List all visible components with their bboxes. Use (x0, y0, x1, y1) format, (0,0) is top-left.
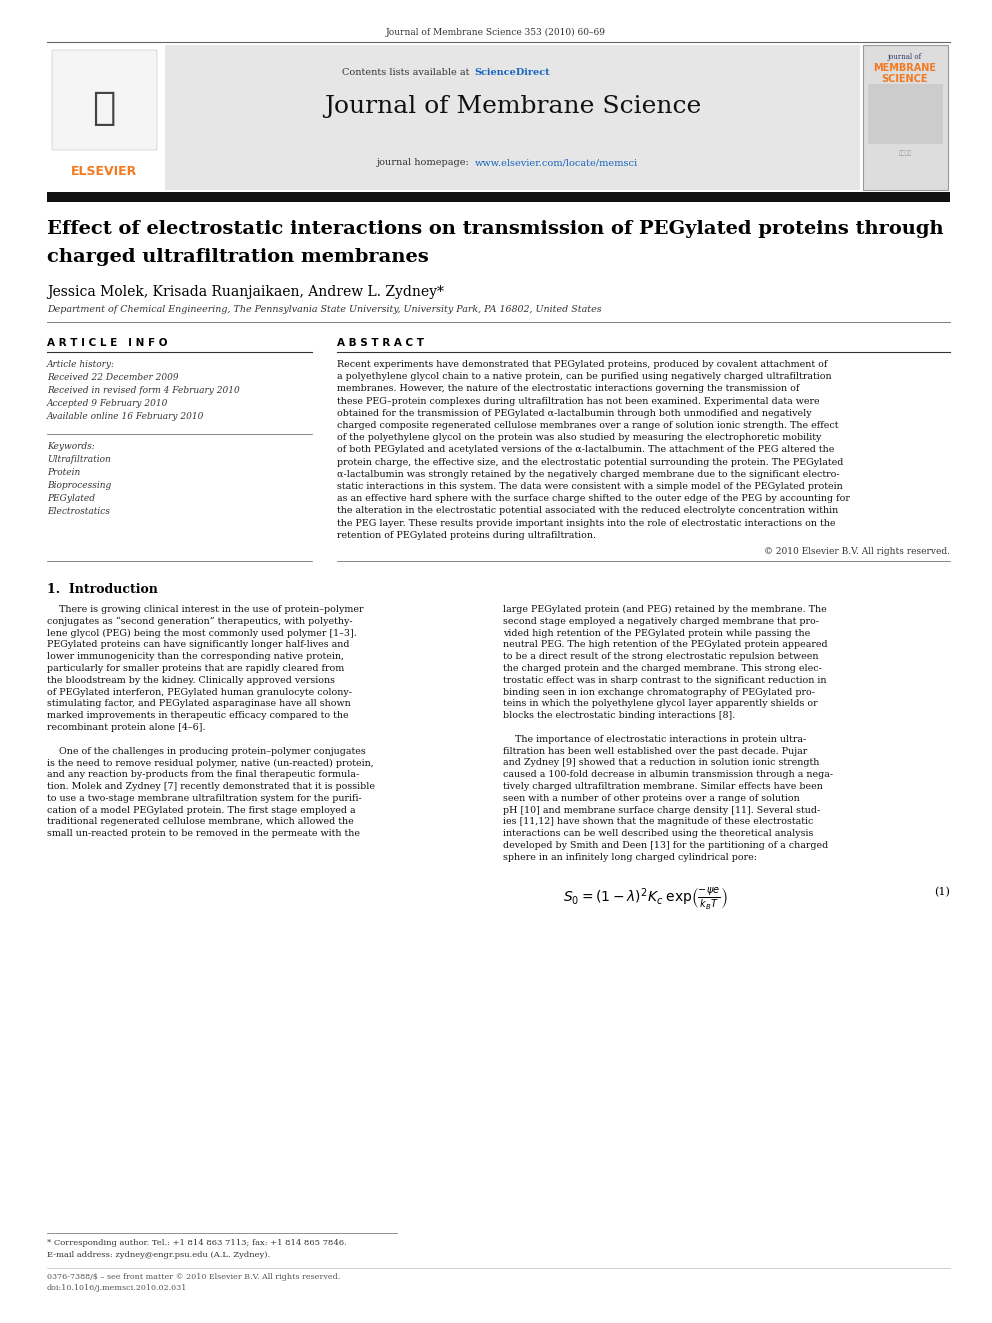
Text: A R T I C L E   I N F O: A R T I C L E I N F O (47, 337, 168, 348)
Text: developed by Smith and Deen [13] for the partitioning of a charged: developed by Smith and Deen [13] for the… (503, 841, 828, 849)
Text: small un-reacted protein to be removed in the permeate with the: small un-reacted protein to be removed i… (47, 830, 360, 839)
Text: E-mail address: zydney@engr.psu.edu (A.L. Zydney).: E-mail address: zydney@engr.psu.edu (A.L… (47, 1252, 270, 1259)
Text: Journal of Membrane Science 353 (2010) 60–69: Journal of Membrane Science 353 (2010) 6… (386, 28, 606, 37)
Text: Contents lists available at: Contents lists available at (342, 67, 472, 77)
Text: these PEG–protein complexes during ultrafiltration has not been examined. Experi: these PEG–protein complexes during ultra… (337, 397, 819, 406)
Text: Available online 16 February 2010: Available online 16 February 2010 (47, 411, 204, 421)
Text: blocks the electrostatic binding interactions [8].: blocks the electrostatic binding interac… (503, 712, 735, 720)
Text: teins in which the polyethylene glycol layer apparently shields or: teins in which the polyethylene glycol l… (503, 700, 817, 708)
Text: $S_0 = (1-\lambda)^2 K_c \; \exp\!\left(\frac{-\psi e}{k_B T}\right)$: $S_0 = (1-\lambda)^2 K_c \; \exp\!\left(… (563, 885, 728, 910)
Text: 1.  Introduction: 1. Introduction (47, 583, 158, 595)
Text: 🌳: 🌳 (92, 90, 116, 127)
Text: Effect of electrostatic interactions on transmission of PEGylated proteins throu: Effect of electrostatic interactions on … (47, 220, 943, 238)
Text: and Zydney [9] showed that a reduction in solution ionic strength: and Zydney [9] showed that a reduction i… (503, 758, 819, 767)
Text: 0376-7388/$ – see front matter © 2010 Elsevier B.V. All rights reserved.: 0376-7388/$ – see front matter © 2010 El… (47, 1273, 340, 1281)
Bar (868, 83, 943, 144)
Text: the bloodstream by the kidney. Clinically approved versions: the bloodstream by the kidney. Clinicall… (47, 676, 335, 685)
Text: Received 22 December 2009: Received 22 December 2009 (47, 373, 179, 382)
Text: is the need to remove residual polymer, native (un-reacted) protein,: is the need to remove residual polymer, … (47, 758, 374, 767)
Text: ScienceDirect: ScienceDirect (474, 67, 551, 77)
Text: of PEGylated interferon, PEGylated human granulocyte colony-: of PEGylated interferon, PEGylated human… (47, 688, 352, 697)
Text: the charged protein and the charged membrane. This strong elec-: the charged protein and the charged memb… (503, 664, 822, 673)
Text: A B S T R A C T: A B S T R A C T (337, 337, 424, 348)
Text: tion. Molek and Zydney [7] recently demonstrated that it is possible: tion. Molek and Zydney [7] recently demo… (47, 782, 375, 791)
Text: Journal of Membrane Science: Journal of Membrane Science (323, 95, 701, 118)
Text: large PEGylated protein (and PEG) retained by the membrane. The: large PEGylated protein (and PEG) retain… (503, 605, 826, 614)
Text: recombinant protein alone [4–6].: recombinant protein alone [4–6]. (47, 722, 205, 732)
Text: particularly for smaller proteins that are rapidly cleared from: particularly for smaller proteins that a… (47, 664, 344, 673)
Text: filtration has been well established over the past decade. Pujar: filtration has been well established ove… (503, 746, 807, 755)
Text: (1): (1) (934, 886, 950, 897)
Text: journal homepage:: journal homepage: (377, 157, 472, 167)
Text: and any reaction by-products from the final therapeutic formula-: and any reaction by-products from the fi… (47, 770, 359, 779)
Text: protein charge, the effective size, and the electrostatic potential surrounding : protein charge, the effective size, and … (337, 458, 843, 467)
Text: Article history:: Article history: (47, 360, 115, 369)
Text: www.elsevier.com/locate/memsci: www.elsevier.com/locate/memsci (474, 157, 638, 167)
Bar (47, 45, 162, 191)
Text: Received in revised form 4 February 2010: Received in revised form 4 February 2010 (47, 386, 240, 396)
Bar (52, 50, 157, 149)
Bar (165, 45, 860, 191)
Text: stimulating factor, and PEGylated asparaginase have all shown: stimulating factor, and PEGylated aspara… (47, 700, 351, 708)
Text: Bioprocessing: Bioprocessing (47, 482, 111, 490)
Text: PEGylated: PEGylated (47, 493, 95, 503)
Text: Keywords:: Keywords: (47, 442, 95, 451)
Text: cation of a model PEGylated protein. The first stage employed a: cation of a model PEGylated protein. The… (47, 806, 355, 815)
Text: obtained for the transmission of PEGylated α-lactalbumin through both unmodified: obtained for the transmission of PEGylat… (337, 409, 811, 418)
Text: doi:10.1016/j.memsci.2010.02.031: doi:10.1016/j.memsci.2010.02.031 (47, 1285, 187, 1293)
Text: * Corresponding author. Tel.: +1 814 863 7113; fax: +1 814 865 7846.: * Corresponding author. Tel.: +1 814 863… (47, 1240, 347, 1248)
Text: to be a direct result of the strong electrostatic repulsion between: to be a direct result of the strong elec… (503, 652, 818, 662)
Text: α-lactalbumin was strongly retained by the negatively charged membrane due to th: α-lactalbumin was strongly retained by t… (337, 470, 839, 479)
Text: membranes. However, the nature of the electrostatic interactions governing the t: membranes. However, the nature of the el… (337, 385, 800, 393)
Text: vided high retention of the PEGylated protein while passing the: vided high retention of the PEGylated pr… (503, 628, 810, 638)
Text: Jessica Molek, Krisada Ruanjaikaen, Andrew L. Zydney*: Jessica Molek, Krisada Ruanjaikaen, Andr… (47, 284, 443, 299)
Text: Ultrafiltration: Ultrafiltration (47, 455, 111, 464)
Text: of both PEGylated and acetylated versions of the α-lactalbumin. The attachment o: of both PEGylated and acetylated version… (337, 446, 834, 454)
Text: conjugates as “second generation” therapeutics, with polyethy-: conjugates as “second generation” therap… (47, 617, 352, 626)
Text: marked improvements in therapeutic efficacy compared to the: marked improvements in therapeutic effic… (47, 712, 348, 720)
Text: Recent experiments have demonstrated that PEGylated proteins, produced by covale: Recent experiments have demonstrated tha… (337, 360, 827, 369)
Text: Protein: Protein (47, 468, 80, 478)
Text: static interactions in this system. The data were consistent with a simple model: static interactions in this system. The … (337, 482, 843, 491)
Text: to use a two-stage membrane ultrafiltration system for the purifi-: to use a two-stage membrane ultrafiltrat… (47, 794, 362, 803)
Text: ⬛⬛⬛⬛: ⬛⬛⬛⬛ (899, 149, 912, 156)
Text: lene glycol (PEG) being the most commonly used polymer [1–3].: lene glycol (PEG) being the most commonl… (47, 628, 357, 638)
Text: interactions can be well described using the theoretical analysis: interactions can be well described using… (503, 830, 813, 839)
Text: Accepted 9 February 2010: Accepted 9 February 2010 (47, 400, 169, 407)
Text: journal of: journal of (888, 53, 923, 61)
Text: SCIENCE: SCIENCE (882, 74, 929, 83)
Bar (863, 45, 948, 191)
Text: One of the challenges in producing protein–polymer conjugates: One of the challenges in producing prote… (47, 746, 366, 755)
Text: There is growing clinical interest in the use of protein–polymer: There is growing clinical interest in th… (47, 605, 363, 614)
Text: pH [10] and membrane surface charge density [11]. Several stud-: pH [10] and membrane surface charge dens… (503, 806, 820, 815)
Text: second stage employed a negatively charged membrane that pro-: second stage employed a negatively charg… (503, 617, 819, 626)
Text: seen with a number of other proteins over a range of solution: seen with a number of other proteins ove… (503, 794, 800, 803)
Text: the PEG layer. These results provide important insights into the role of electro: the PEG layer. These results provide imp… (337, 519, 835, 528)
Text: lower immunogenicity than the corresponding native protein,: lower immunogenicity than the correspond… (47, 652, 344, 662)
Text: retention of PEGylated proteins during ultrafiltration.: retention of PEGylated proteins during u… (337, 531, 596, 540)
Text: ies [11,12] have shown that the magnitude of these electrostatic: ies [11,12] have shown that the magnitud… (503, 818, 813, 827)
Text: trostatic effect was in sharp contrast to the significant reduction in: trostatic effect was in sharp contrast t… (503, 676, 826, 685)
Text: a polyethylene glycol chain to a native protein, can be purified using negativel: a polyethylene glycol chain to a native … (337, 372, 831, 381)
Text: MEMBRANE: MEMBRANE (874, 64, 936, 73)
Text: caused a 100-fold decrease in albumin transmission through a nega-: caused a 100-fold decrease in albumin tr… (503, 770, 833, 779)
Text: traditional regenerated cellulose membrane, which allowed the: traditional regenerated cellulose membra… (47, 818, 354, 827)
Text: Department of Chemical Engineering, The Pennsylvania State University, Universit: Department of Chemical Engineering, The … (47, 306, 601, 314)
Text: binding seen in ion exchange chromatography of PEGylated pro-: binding seen in ion exchange chromatogra… (503, 688, 815, 697)
Text: charged ultrafiltration membranes: charged ultrafiltration membranes (47, 247, 429, 266)
Text: charged composite regenerated cellulose membranes over a range of solution ionic: charged composite regenerated cellulose … (337, 421, 838, 430)
Text: neutral PEG. The high retention of the PEGylated protein appeared: neutral PEG. The high retention of the P… (503, 640, 827, 650)
Text: © 2010 Elsevier B.V. All rights reserved.: © 2010 Elsevier B.V. All rights reserved… (764, 546, 950, 556)
Text: The importance of electrostatic interactions in protein ultra-: The importance of electrostatic interact… (503, 734, 806, 744)
Bar (47, 192, 950, 202)
Text: PEGylated proteins can have significantly longer half-lives and: PEGylated proteins can have significantl… (47, 640, 349, 650)
Text: the alteration in the electrostatic potential associated with the reduced electr: the alteration in the electrostatic pote… (337, 507, 838, 516)
Text: tively charged ultrafiltration membrane. Similar effects have been: tively charged ultrafiltration membrane.… (503, 782, 823, 791)
Text: ELSEVIER: ELSEVIER (70, 165, 137, 179)
Text: sphere in an infinitely long charged cylindrical pore:: sphere in an infinitely long charged cyl… (503, 853, 757, 861)
Text: Electrostatics: Electrostatics (47, 507, 110, 516)
Text: as an effective hard sphere with the surface charge shifted to the outer edge of: as an effective hard sphere with the sur… (337, 495, 850, 503)
Text: of the polyethylene glycol on the protein was also studied by measuring the elec: of the polyethylene glycol on the protei… (337, 433, 821, 442)
